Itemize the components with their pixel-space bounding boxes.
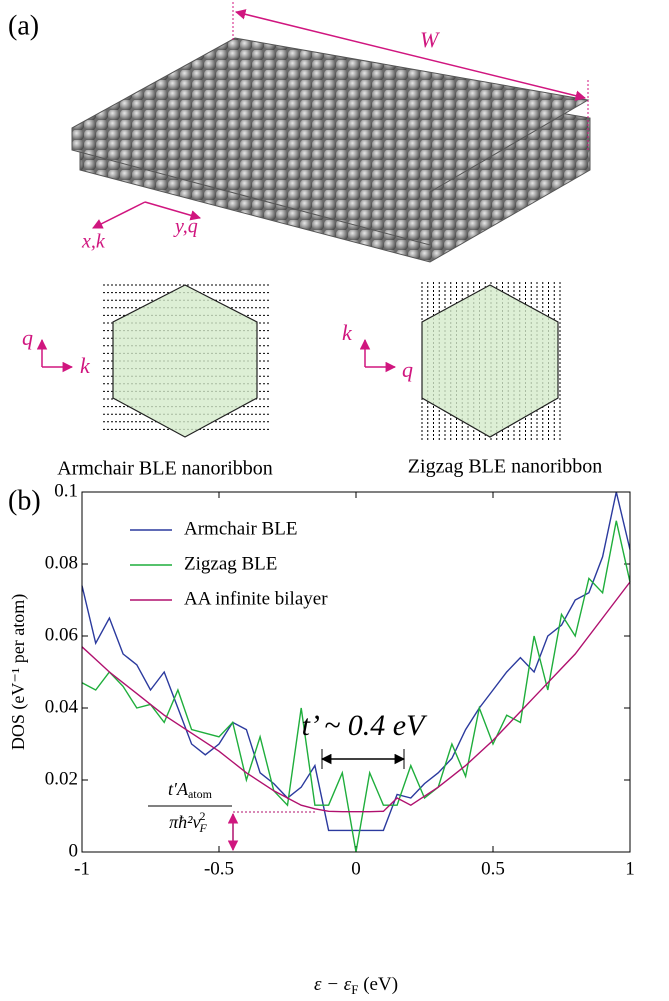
axis-label: q	[402, 357, 413, 382]
x-axis-label: ε − εF (eV)	[314, 974, 398, 997]
series-line	[82, 582, 630, 812]
ribbon	[72, 38, 590, 262]
legend-label: Zigzag BLE	[184, 553, 277, 574]
series-line	[82, 492, 630, 830]
axis-arrow	[93, 202, 145, 228]
x-tick-label: 0.5	[481, 858, 505, 879]
x-tick-label: -0.5	[204, 858, 234, 879]
panel-label: (a)	[8, 10, 39, 41]
axis-label: k	[80, 353, 91, 378]
gap-formula-den-sub: F	[199, 821, 208, 835]
legend-label: AA infinite bilayer	[184, 588, 328, 609]
gap-formula-num-main: t′A	[168, 779, 189, 799]
panel-label: (b)	[8, 485, 41, 516]
caption: Armchair BLE nanoribbon	[57, 458, 273, 480]
brillouin-zone	[422, 285, 558, 437]
y-tick-label: 0.02	[45, 768, 78, 789]
gap-formula-num: t′Aatom	[168, 779, 213, 801]
page: { "panel_a": { "label": "(a)", "width_la…	[0, 0, 669, 1001]
y-tick-label: 0.04	[45, 696, 79, 717]
x-axis-label-unit: (eV)	[358, 974, 398, 995]
x-axis-label-sub: F	[351, 982, 358, 997]
x-tick-label: 1	[625, 858, 635, 879]
y-tick-label: 0.08	[45, 552, 78, 573]
gap-formula-den-main: πħ²v	[169, 812, 200, 832]
axis-label: y,q	[173, 216, 198, 238]
x-axis-label-main: ε − ε	[314, 974, 352, 995]
axis-label: k	[342, 320, 353, 345]
y-axis-label: DOS (eV⁻¹ per atom)	[8, 594, 29, 750]
width-label: W	[420, 27, 440, 52]
caption: Zigzag BLE nanoribbon	[408, 456, 602, 478]
figure: (a) W x,k y,q q k Armchair BLE nanoribbo…	[0, 0, 669, 1001]
y-tick-label: 0.1	[54, 480, 78, 501]
annotation: t’ ~ 0.4 eV	[302, 709, 429, 742]
gap-formula-num-sub: atom	[188, 787, 213, 801]
axis-label: x,k	[81, 231, 106, 253]
series-line	[82, 521, 630, 852]
axis-label: q	[22, 325, 33, 350]
y-tick-label: 0.06	[45, 624, 78, 645]
legend-label: Armchair BLE	[184, 518, 297, 539]
x-tick-label: -1	[74, 858, 90, 879]
x-tick-label: 0	[351, 858, 361, 879]
